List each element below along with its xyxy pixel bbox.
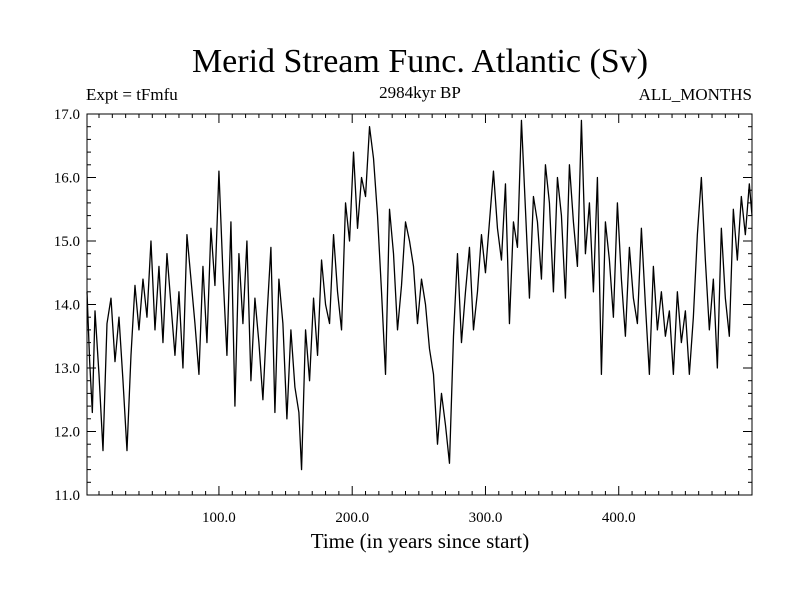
y-tick-label: 16.0 — [54, 171, 80, 187]
series-line — [86, 119, 753, 471]
y-tick-label: 12.0 — [54, 425, 80, 441]
y-axis: 11.0 12.0 13.0 14.0 15.0 16.0 17.0 — [54, 107, 752, 504]
y-tick-label: 17.0 — [54, 107, 80, 123]
y-tick-label: 13.0 — [54, 361, 80, 377]
months-label: ALL_MONTHS — [639, 85, 752, 104]
x-axis-label: Time (in years since start) — [311, 529, 530, 553]
time-period-label: 2984kyr BP — [379, 83, 461, 102]
x-axis: 100.0 200.0 300.0 400.0 — [98, 114, 740, 526]
x-tick-label: 100.0 — [202, 510, 236, 526]
x-tick-label: 400.0 — [602, 510, 636, 526]
y-tick-label: 11.0 — [54, 488, 80, 504]
y-tick-label: 14.0 — [54, 298, 80, 314]
experiment-label: Expt = tFmfu — [86, 85, 178, 104]
y-tick-label: 15.0 — [54, 234, 80, 250]
chart-title: Merid Stream Func. Atlantic (Sv) — [192, 43, 648, 80]
x-tick-label: 200.0 — [335, 510, 369, 526]
x-tick-label: 300.0 — [469, 510, 503, 526]
